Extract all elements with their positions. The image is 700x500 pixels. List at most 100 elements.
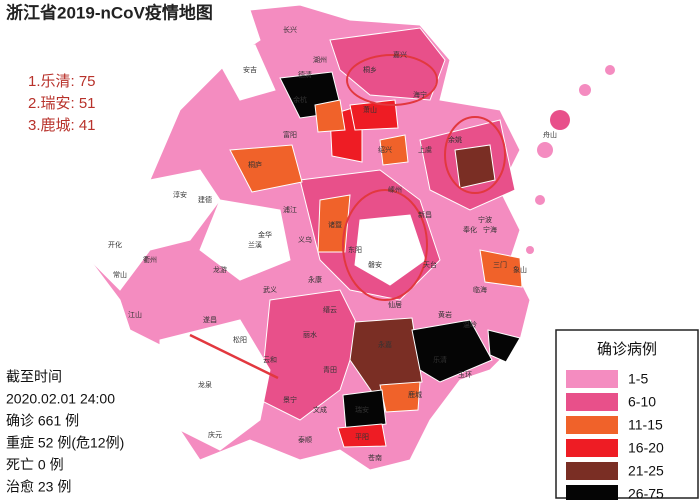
region-label: 景宁 <box>283 395 297 404</box>
region-label: 三门 <box>493 260 507 269</box>
legend-swatch <box>566 439 618 457</box>
legend-label: 16-20 <box>628 440 664 456</box>
info-line: 重症 52 例(危12例) <box>6 435 124 451</box>
region-label: 桐乡 <box>363 65 377 74</box>
region-label: 温岭 <box>463 320 477 329</box>
legend-swatch <box>566 393 618 411</box>
region-label: 金华 <box>258 230 272 239</box>
island <box>535 195 545 205</box>
region-label: 萧山 <box>363 105 377 114</box>
region-label: 义乌 <box>298 235 312 244</box>
region <box>329 27 446 101</box>
region-label: 永康 <box>308 275 322 284</box>
region-label: 黄岩 <box>438 310 452 319</box>
region-label: 嘉兴 <box>393 50 407 59</box>
region-label: 海宁 <box>413 90 427 99</box>
top-item: 1.乐清: 75 <box>28 73 96 90</box>
region-label: 湖州 <box>313 55 327 64</box>
region-label: 富阳 <box>283 130 297 139</box>
legend-swatch <box>566 485 618 500</box>
region-label: 上虞 <box>418 145 432 154</box>
map <box>89 4 615 471</box>
region-label: 淳安 <box>173 190 187 199</box>
region-label: 云和 <box>263 355 277 364</box>
region-label: 长兴 <box>283 25 297 34</box>
region-label: 天台 <box>423 260 437 269</box>
region <box>379 134 409 166</box>
region-label: 龙游 <box>213 265 227 274</box>
region-label: 桐庐 <box>248 160 262 169</box>
region-label: 绍兴 <box>378 145 392 154</box>
region-label: 新昌 <box>418 210 432 219</box>
region-label: 德清 <box>298 70 312 79</box>
region <box>317 194 351 253</box>
region <box>229 144 303 193</box>
region <box>337 423 387 448</box>
island <box>537 142 553 158</box>
region-label: 舟山 <box>543 130 557 139</box>
region <box>342 389 387 431</box>
legend-title: 确诊病例 <box>597 341 657 358</box>
highlight-circle <box>342 189 428 301</box>
region-label: 缙云 <box>323 305 337 314</box>
legend-label: 21-25 <box>628 463 664 479</box>
highlight-stroke <box>189 333 279 380</box>
region-label: 庆元 <box>208 430 222 439</box>
region-label: 嵊州 <box>388 185 402 194</box>
region-label: 磐安 <box>368 260 382 269</box>
island <box>579 84 591 96</box>
legend-label: 26-75 <box>628 486 664 500</box>
region-label: 鹿城 <box>408 390 422 399</box>
region-label: 江山 <box>128 310 142 319</box>
region-label: 兰溪 <box>248 240 262 249</box>
top-item: 3.鹿城: 41 <box>28 117 96 134</box>
region-label: 建德 <box>198 195 212 204</box>
region-label: 象山 <box>513 265 527 274</box>
legend-swatch <box>566 370 618 388</box>
legend-label: 1-5 <box>628 371 648 387</box>
region-label: 瑞安 <box>355 405 369 414</box>
legend-label: 11-15 <box>628 417 663 433</box>
region <box>314 99 346 133</box>
region <box>214 44 276 101</box>
region-label: 玉环 <box>458 371 472 379</box>
title: 浙江省2019-nCoV疫情地图 <box>6 2 213 22</box>
region-label: 常山 <box>113 270 127 279</box>
region-label: 安吉 <box>243 65 257 74</box>
legend-label: 6-10 <box>628 394 656 410</box>
region <box>159 319 271 451</box>
region-label: 宁海 <box>483 225 497 234</box>
region-label: 仙居 <box>388 300 402 309</box>
region-label: 衢州 <box>143 255 157 264</box>
info-line: 死亡 0 例 <box>6 457 64 473</box>
region <box>199 199 291 281</box>
region <box>349 99 399 131</box>
region <box>89 169 221 291</box>
island <box>526 246 534 254</box>
region-label: 临海 <box>473 285 487 294</box>
region-label: 永嘉 <box>378 340 392 349</box>
region <box>354 214 426 286</box>
region-label: 平阳 <box>355 432 369 441</box>
region <box>411 319 493 383</box>
region-label: 遂昌 <box>203 315 217 324</box>
region-label: 泰顺 <box>298 435 312 444</box>
region-label: 苍南 <box>368 453 382 462</box>
island <box>605 65 615 75</box>
region <box>454 144 496 189</box>
top-item: 2.瑞安: 51 <box>28 95 96 112</box>
info-line: 2020.02.01 24:00 <box>6 391 115 407</box>
region-label: 开化 <box>108 240 122 249</box>
region-label: 奉化 <box>463 225 477 234</box>
region-label: 余杭 <box>293 95 307 104</box>
island <box>550 110 570 130</box>
legend-swatch <box>566 416 618 434</box>
region-label: 丽水 <box>303 330 317 339</box>
region-label: 青田 <box>323 365 337 374</box>
region-label: 武义 <box>263 285 277 294</box>
info-line: 截至时间 <box>6 369 62 385</box>
region-label: 松阳 <box>233 335 247 344</box>
highlight-circle <box>444 116 506 194</box>
